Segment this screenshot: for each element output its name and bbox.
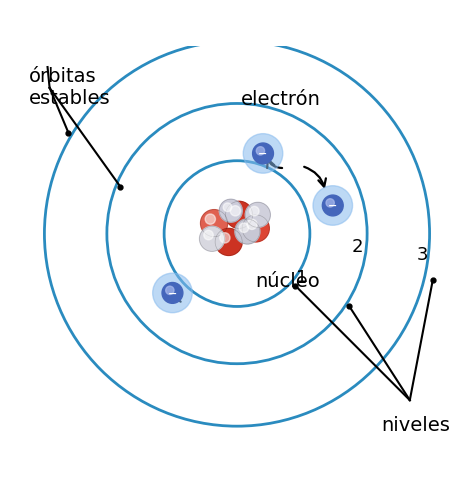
Circle shape — [243, 134, 283, 173]
Text: núcleo: núcleo — [256, 272, 320, 291]
Circle shape — [235, 219, 260, 244]
Circle shape — [256, 147, 264, 155]
Text: −: − — [328, 201, 337, 211]
Circle shape — [230, 205, 240, 216]
Circle shape — [253, 143, 273, 164]
Circle shape — [220, 233, 230, 243]
Circle shape — [247, 219, 257, 229]
Circle shape — [226, 202, 253, 228]
Circle shape — [153, 273, 192, 313]
Text: niveles: niveles — [382, 416, 450, 435]
Circle shape — [246, 203, 270, 227]
Circle shape — [313, 186, 353, 225]
Text: −: − — [258, 149, 268, 159]
Circle shape — [322, 195, 343, 216]
Circle shape — [166, 286, 174, 294]
Circle shape — [205, 214, 216, 224]
Text: electrón: electrón — [241, 90, 320, 109]
Circle shape — [215, 228, 242, 255]
Circle shape — [223, 203, 232, 212]
Text: 1: 1 — [296, 269, 307, 287]
Text: 3: 3 — [417, 246, 428, 264]
Text: órbitas
estables: órbitas estables — [29, 67, 110, 108]
Circle shape — [250, 206, 259, 216]
Circle shape — [162, 283, 183, 304]
Circle shape — [239, 223, 249, 232]
Text: −: − — [168, 288, 177, 299]
Circle shape — [201, 210, 228, 237]
Circle shape — [204, 230, 213, 240]
Circle shape — [219, 199, 242, 222]
Circle shape — [200, 226, 225, 251]
Circle shape — [326, 199, 334, 207]
Text: 2: 2 — [352, 238, 364, 256]
Circle shape — [242, 215, 269, 242]
